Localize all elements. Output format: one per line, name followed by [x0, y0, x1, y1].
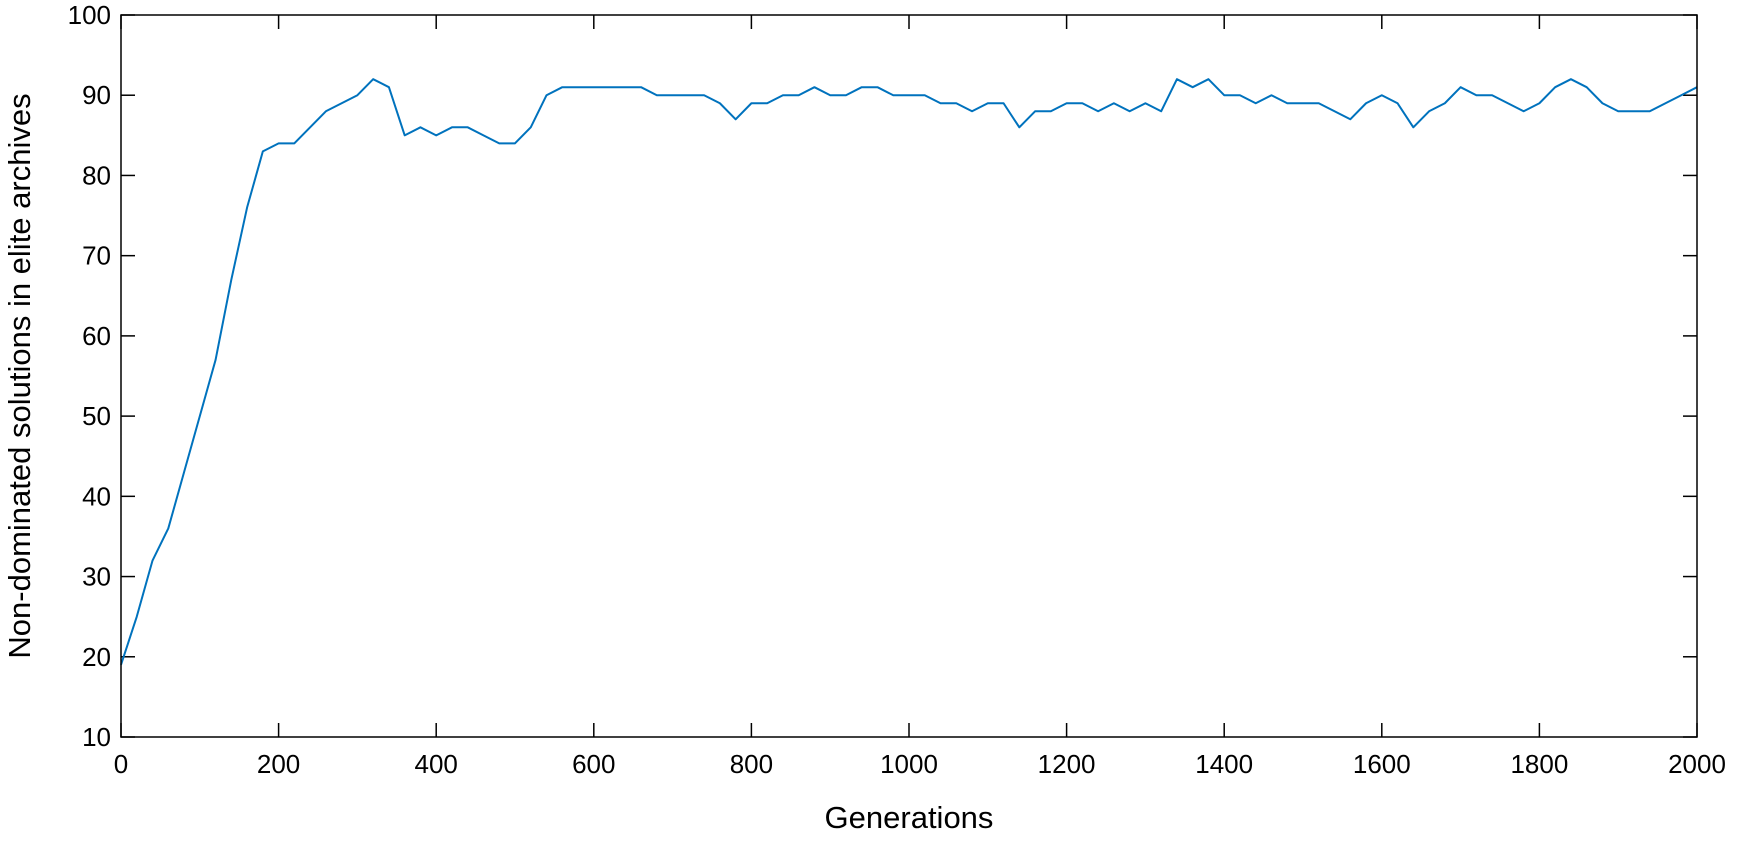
- plot-frame: [120, 14, 1698, 738]
- x-tick-label: 1800: [1510, 749, 1568, 779]
- y-tick-label: 90: [82, 80, 111, 110]
- y-tick-label: 20: [82, 642, 111, 672]
- y-tick-label: 50: [82, 401, 111, 431]
- x-tick-label: 0: [114, 749, 128, 779]
- x-tick-label: 200: [257, 749, 300, 779]
- y-tick-label: 60: [82, 321, 111, 351]
- x-tick-label: 600: [572, 749, 615, 779]
- x-tick-label: 1600: [1353, 749, 1411, 779]
- x-axis-label: Generations: [825, 800, 994, 835]
- x-tick-label: 2000: [1668, 749, 1726, 779]
- y-axis-label: Non-dominated solutions in elite archive…: [2, 93, 37, 658]
- x-tick-label: 800: [730, 749, 773, 779]
- x-tick-label: 1400: [1195, 749, 1253, 779]
- y-tick-label: 70: [82, 241, 111, 271]
- y-tick-label: 10: [82, 722, 111, 752]
- y-tick-label: 80: [82, 160, 111, 190]
- x-tick-label: 400: [415, 749, 458, 779]
- y-tick-label: 30: [82, 562, 111, 592]
- y-tick-label: 100: [68, 0, 111, 30]
- x-tick-label: 1000: [880, 749, 938, 779]
- data-line: [120, 78, 1698, 666]
- y-tick-label: 40: [82, 481, 111, 511]
- x-tick-label: 1200: [1038, 749, 1096, 779]
